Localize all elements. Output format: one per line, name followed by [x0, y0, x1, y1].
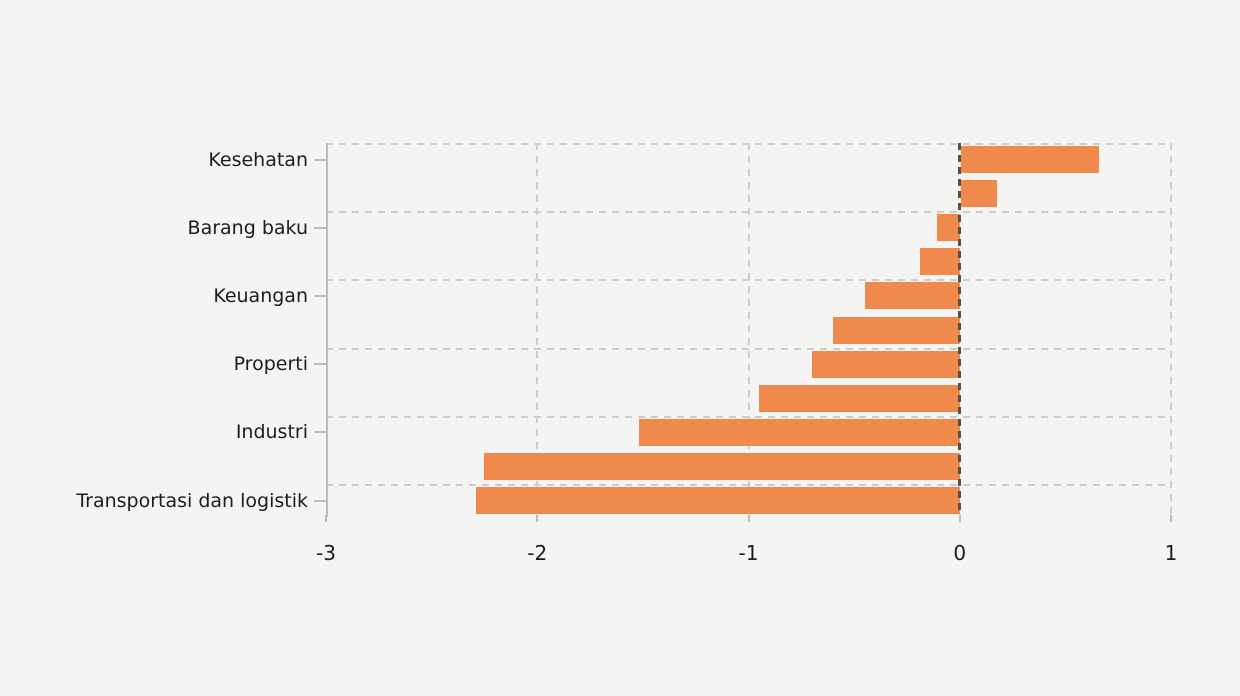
x-axis-tick	[958, 515, 961, 522]
y-axis-label: Barang baku	[187, 216, 308, 239]
x-axis-tick	[1170, 515, 1172, 522]
y-axis-label: Kesehatan	[208, 148, 308, 171]
y-axis-tick	[314, 158, 326, 161]
bar	[638, 418, 960, 446]
x-axis-tick-label: -2	[527, 541, 548, 565]
y-axis-label: Industri	[235, 421, 308, 444]
bar	[936, 214, 960, 242]
y-axis-label: Transportasi dan logistik	[76, 489, 308, 512]
bar	[919, 248, 960, 276]
plot-area	[326, 143, 1172, 515]
bar	[864, 282, 960, 310]
x-axis-tick-label: 0	[953, 541, 967, 565]
y-axis-label: Properti	[233, 353, 308, 376]
bar	[961, 180, 998, 208]
y-axis-tick	[314, 499, 326, 502]
y-axis-tick	[314, 431, 326, 434]
x-axis-tick-label: 1	[1164, 541, 1178, 565]
y-axis-tick	[314, 363, 326, 366]
bar	[759, 384, 960, 412]
bar	[484, 452, 960, 480]
bar	[961, 146, 1099, 173]
bar	[811, 350, 960, 378]
bar	[833, 316, 960, 344]
y-axis-tick	[314, 294, 326, 297]
y-axis-spine	[326, 143, 328, 517]
x-axis-tick	[747, 515, 750, 522]
x-axis-tick	[325, 515, 327, 522]
y-axis-label: Keuangan	[213, 284, 308, 307]
x-axis-tick-label: -3	[316, 541, 336, 565]
vertical-gridline	[536, 143, 539, 515]
zero-line	[958, 143, 962, 515]
vertical-gridline	[747, 143, 750, 515]
bar	[475, 487, 960, 514]
y-axis-tick	[314, 226, 326, 229]
vertical-gridline	[1170, 143, 1172, 515]
x-axis-tick-label: -1	[738, 541, 759, 565]
x-axis-tick	[536, 515, 539, 522]
